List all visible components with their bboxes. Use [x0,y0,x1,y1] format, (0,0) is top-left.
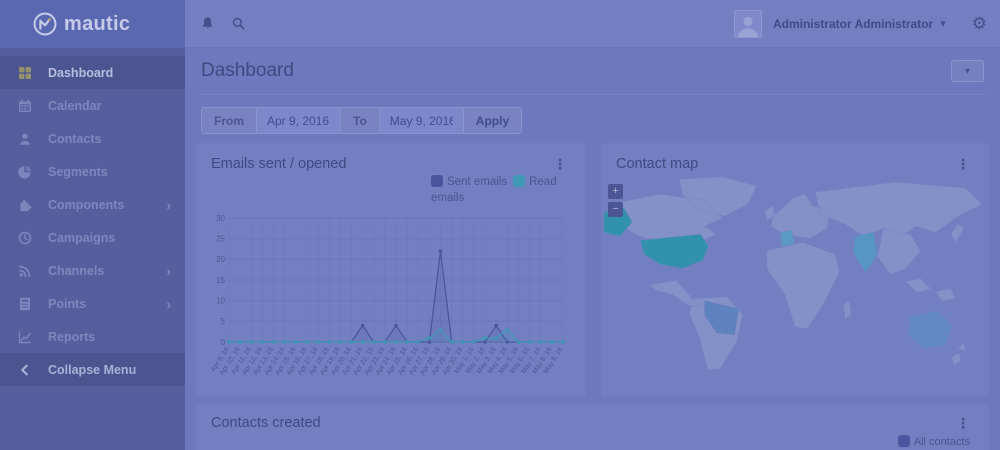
search-icon[interactable] [231,16,246,31]
sidebar-item-reports[interactable]: Reports [0,320,185,353]
world-map [604,176,983,371]
svg-text:0: 0 [221,338,226,347]
legend-label: All contacts [913,436,970,448]
topbar: Administrator Administrator ▾ ⚙ [185,0,1000,48]
notifications-bell-icon[interactable] [200,16,215,31]
from-label: From [201,107,256,134]
emails-panel-title: Emails sent / opened [211,156,347,172]
clock-icon [18,231,34,245]
sidebar-item-dashboard[interactable]: Dashboard [0,56,185,89]
sidebar-nav: Dashboard Calendar Contacts Segments Compone… [0,48,185,386]
chevron-right-icon: › [166,262,171,279]
legend-swatch [431,175,443,187]
mautic-logo-icon [33,12,57,36]
user-menu[interactable]: Administrator Administrator ▾ ⚙ [733,9,1000,38]
svg-text:25: 25 [216,235,225,244]
sidebar-item-collapse-menu[interactable]: Collapse Menu [0,353,185,386]
legend-swatch [513,175,526,187]
map-region-australia[interactable] [907,310,953,350]
map-region-india[interactable] [852,231,878,274]
puzzle-icon [18,198,34,212]
sidebar-item-label: Segments [48,164,108,179]
brand-wordmark: mautic [64,12,131,35]
sidebar-header: mautic [0,0,185,48]
chevron-right-icon: › [166,196,171,213]
date-range-toolbar: From To Apply [201,107,523,134]
chevron-right-icon: › [166,295,171,312]
to-label: To [340,107,379,134]
map-zoom-in-button[interactable]: + [608,184,623,199]
sidebar-item-segments[interactable]: Segments [0,155,185,188]
sidebar-item-components[interactable]: Components › [0,188,185,221]
sidebar-item-channels[interactable]: Channels › [0,254,185,287]
legend-item: Sent emails [431,175,508,188]
legend-item: All contacts [897,435,970,448]
date-from-input[interactable] [256,107,340,134]
grid-icon [18,66,34,80]
sidebar-item-label: Contacts [48,131,102,146]
map-panel-title: Contact map [616,156,699,172]
contacts-panel-title: Contacts created [211,415,321,431]
sidebar-item-label: Reports [48,329,96,344]
map-region-brazil[interactable] [704,300,740,336]
line-chart-icon [18,330,34,344]
sidebar-item-points[interactable]: Points › [0,287,185,320]
user-name: Administrator Administrator [772,16,934,31]
caret-down-icon: ▾ [964,65,971,77]
apply-button[interactable]: Apply [462,107,523,134]
sidebar: mautic Dashboard Calendar Contacts Segments… [0,0,185,450]
date-to-input[interactable] [378,107,463,134]
settings-gear-icon[interactable]: ⚙ [971,13,987,33]
sidebar-item-label: Calendar [48,98,102,113]
emails-panel: Emails sent / opened ⋮ Sent emails Read e… [197,144,585,396]
sidebar-item-label: Campaigns [48,230,116,245]
map-kebab-menu-icon[interactable]: ⋮ [956,156,970,172]
svg-text:10: 10 [216,297,225,306]
sidebar-item-campaigns[interactable]: Campaigns [0,221,185,254]
dashboard-options-button[interactable]: ▾ [951,60,984,82]
page-title: Dashboard [201,60,294,81]
legend-swatch [897,435,910,447]
svg-text:20: 20 [216,255,225,264]
sidebar-item-label: Points [48,296,87,311]
contacts-kebab-menu-icon[interactable]: ⋮ [956,415,970,431]
sidebar-item-contacts[interactable]: Contacts [0,122,185,155]
calculator-icon [18,297,34,311]
pie-icon [18,165,34,179]
emails-chart: 0 5 10 15 20 25 30 Apr 9, 16 Apr 10, 16 Apr 11, 1… [211,208,571,391]
sidebar-item-label: Collapse Menu [48,362,137,377]
emails-kebab-menu-icon[interactable]: ⋮ [553,156,567,172]
sidebar-item-label: Dashboard [48,65,114,80]
contacts-legend: All contacts [897,435,976,448]
legend-item: Read emails [431,175,557,204]
emails-legend: Sent emails Read emails [431,174,567,206]
map-land [611,176,983,371]
svg-text:5: 5 [221,317,226,326]
legend-label: Read emails [431,176,557,204]
broadcast-icon [18,264,34,278]
sidebar-item-label: Components [48,197,125,212]
avatar [733,9,762,38]
svg-text:15: 15 [216,276,225,285]
map-region-france[interactable] [779,229,795,247]
sidebar-item-label: Channels [48,263,105,278]
user-caret-down-icon: ▾ [940,18,946,30]
contacts-created-panel: Contacts created ⋮ All contacts [197,404,988,450]
sidebar-item-calendar[interactable]: Calendar [0,89,185,122]
chevron-left-icon [18,363,34,377]
legend-label: Sent emails [447,176,508,188]
contact-map-panel: Contact map ⋮ + − [602,144,988,396]
page-header: Dashboard ▾ [197,48,988,95]
calendar-icon [18,99,34,113]
content: Dashboard ▾ From To Apply Emails sent / … [185,48,1000,450]
svg-text:30: 30 [216,214,225,223]
user-icon [18,132,34,146]
map-zoom-out-button[interactable]: − [608,202,623,217]
